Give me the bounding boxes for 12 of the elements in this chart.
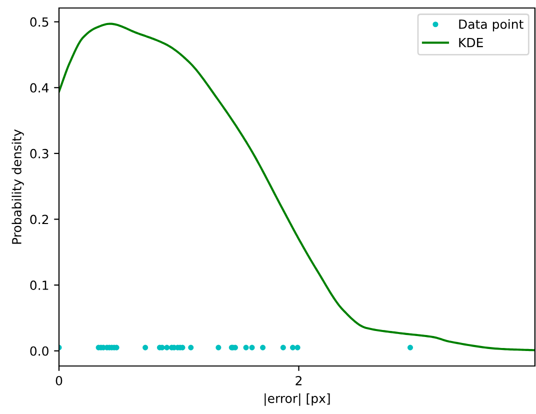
y-tick-label: 0.1 <box>30 280 48 290</box>
y-tick-label: 0.3 <box>30 148 48 158</box>
x-axis-title: |error| [px] <box>264 393 330 406</box>
x-tick-label: 0 <box>56 376 62 386</box>
x-tick-label: 2 <box>296 376 302 386</box>
legend-label: KDE <box>459 38 483 48</box>
y-tick-label: 0.2 <box>30 214 48 224</box>
legend-label: Data point <box>459 19 524 32</box>
y-tick-label: 0.4 <box>30 83 49 93</box>
y-tick-label: 0.5 <box>30 17 48 27</box>
y-axis-title: Probability density <box>12 129 24 244</box>
y-tick-label: 0.0 <box>30 346 48 356</box>
